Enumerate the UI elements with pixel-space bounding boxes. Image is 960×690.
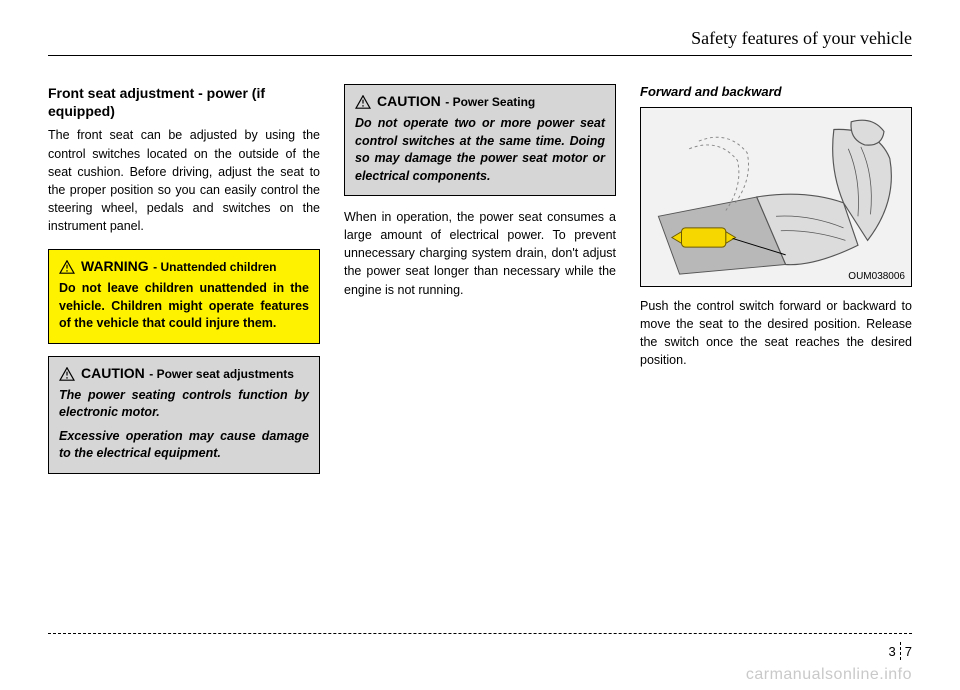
chapter-number: 3 [889,644,896,659]
col3-paragraph: Push the control switch forward or backw… [640,297,912,370]
column-1: Front seat adjustment - power (if equipp… [48,84,320,486]
figure-label: OUM038006 [848,271,905,282]
caution2-title-row: CAUTION - Power Seating [355,93,605,111]
caution-icon [355,95,371,109]
caution1-sub: - Power seat adjustments [149,367,294,381]
warning-body: Do not leave children unattended in the … [59,280,309,333]
warning-box: WARNING - Unattended children Do not lea… [48,249,320,344]
watermark: carmanualsonline.info [746,666,912,684]
column-3: Forward and backward [640,84,912,486]
caution2-title-wrap: CAUTION - Power Seating [377,93,605,111]
intro-paragraph: The front seat can be adjusted by using … [48,126,320,235]
caution1-title-wrap: CAUTION - Power seat adjustments [81,365,309,383]
warning-title-row: WARNING - Unattended children [59,258,309,276]
warning-sub: - Unattended children [153,260,276,274]
footer-dash-line [48,633,912,634]
header-rule [48,55,912,56]
header-title: Safety features of your vehicle [691,28,912,48]
manual-page: Safety features of your vehicle Front se… [0,0,960,690]
caution1-title-row: CAUTION - Power seat adjustments [59,365,309,383]
caution-box-1: CAUTION - Power seat adjustments The pow… [48,356,320,474]
caution1-body-p2: Excessive operation may cause damage to … [59,428,309,463]
page-num-separator [900,642,901,660]
caution1-label: CAUTION [81,365,145,381]
page-header: Safety features of your vehicle [48,28,912,55]
seat-illustration [641,108,911,286]
warning-label: WARNING [81,258,149,274]
caution1-body-p1: The power seating controls function by e… [59,387,309,422]
caution2-body: Do not operate two or more power seat co… [355,115,605,185]
caution2-sub: - Power Seating [445,95,535,109]
caution-box-2: CAUTION - Power Seating Do not operate t… [344,84,616,196]
sub-heading: Forward and backward [640,84,912,99]
warning-icon [59,260,75,274]
warning-title-wrap: WARNING - Unattended children [81,258,309,276]
caution2-label: CAUTION [377,93,441,109]
page-number: 3 7 [889,642,912,660]
section-title: Front seat adjustment - power (if equipp… [48,84,320,120]
page-number-value: 7 [905,644,912,659]
content-columns: Front seat adjustment - power (if equipp… [48,84,912,486]
caution-icon [59,367,75,381]
seat-figure: OUM038006 [640,107,912,287]
column-2: CAUTION - Power Seating Do not operate t… [344,84,616,486]
caution1-body: The power seating controls function by e… [59,387,309,463]
col2-paragraph: When in operation, the power seat consum… [344,208,616,299]
